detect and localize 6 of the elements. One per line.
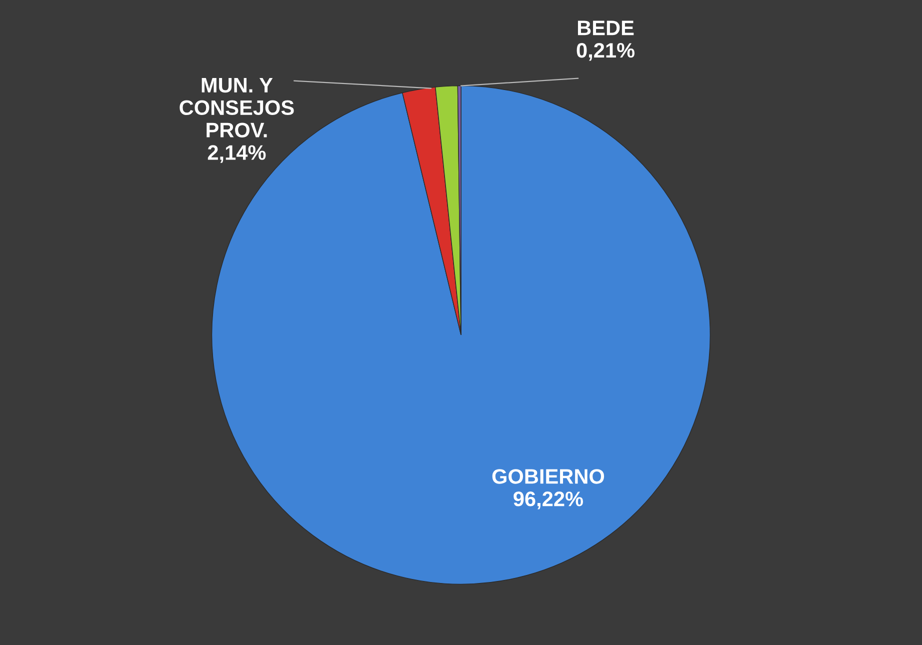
data-label: 0,21%: [576, 42, 635, 61]
slice-label: MUN. Y CONSEJOS PROV.: [180, 78, 294, 138]
data-label: 2,14%: [208, 145, 266, 163]
slice-label: GOBIERNO: [492, 469, 604, 484]
slice-label: BEDE: [578, 20, 634, 36]
data-label: 96,22%: [514, 492, 583, 510]
